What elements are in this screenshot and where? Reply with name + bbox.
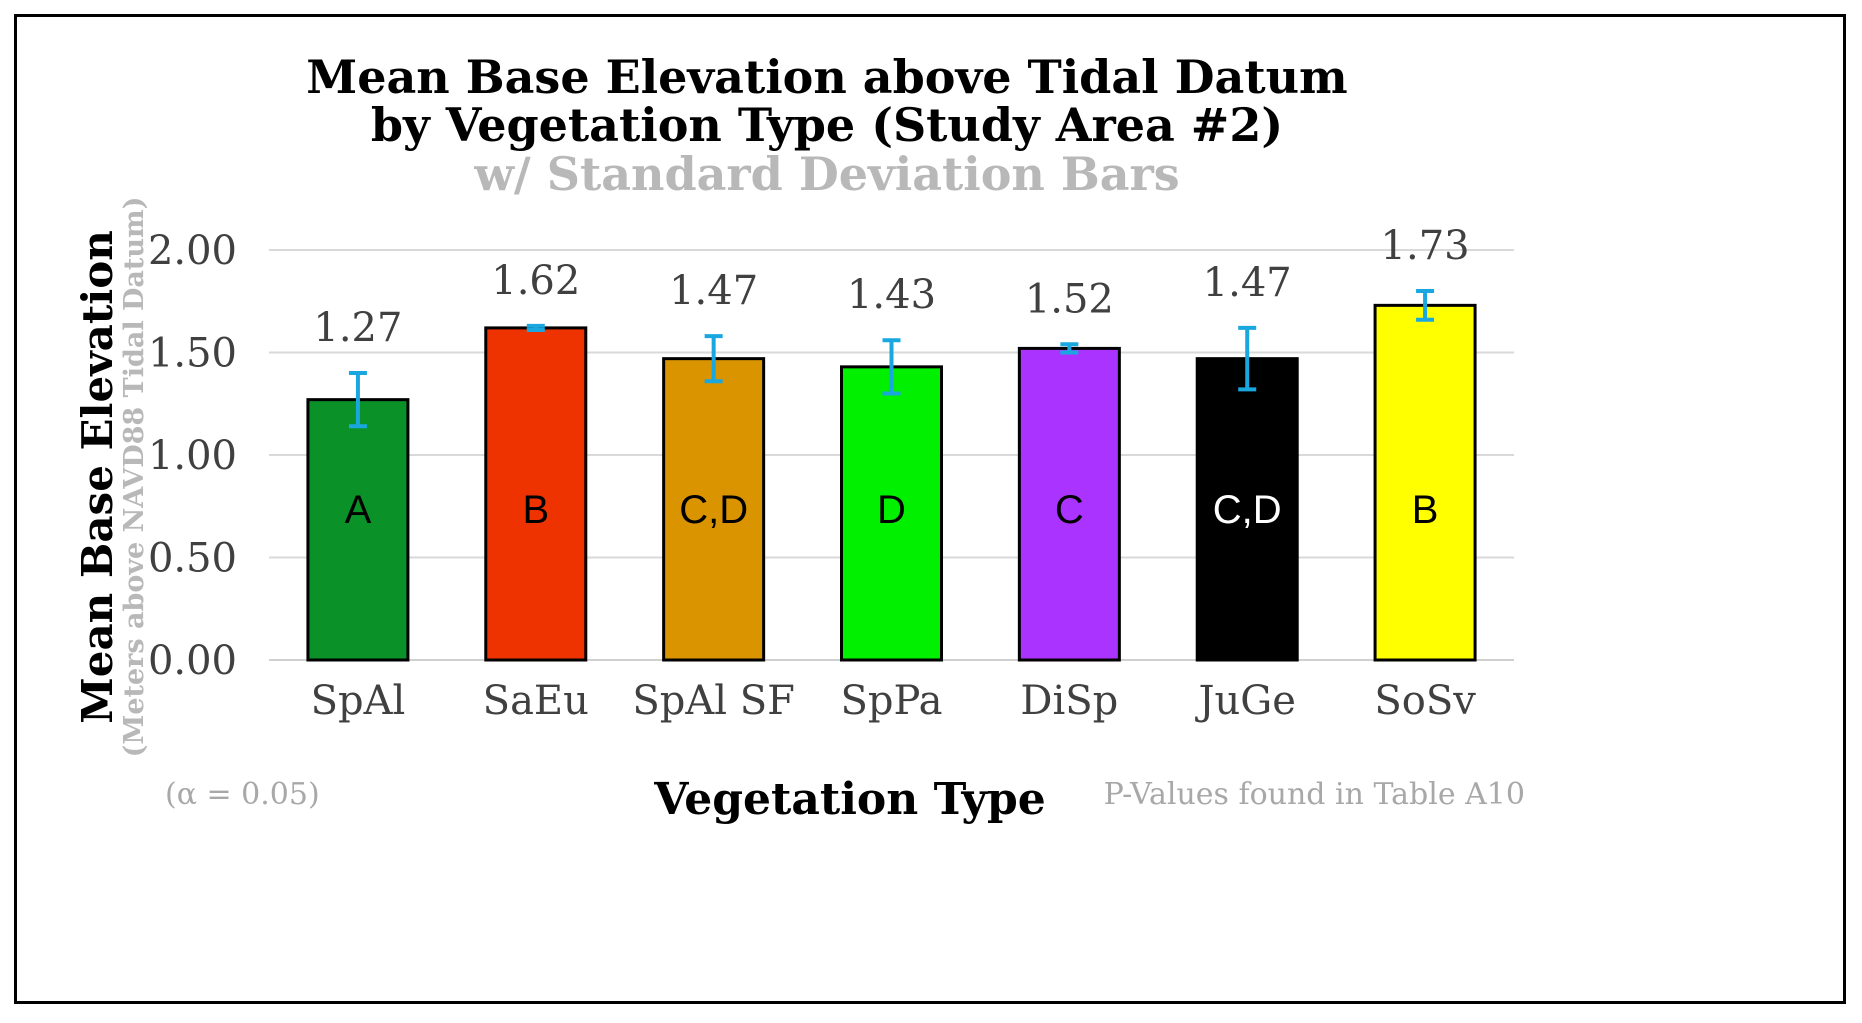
data-label: 1.27 bbox=[313, 305, 402, 351]
x-tick-label: DiSp bbox=[1020, 678, 1118, 724]
y-tick-label: 2.00 bbox=[148, 228, 237, 274]
x-tick-label: SpPa bbox=[841, 678, 943, 724]
bar bbox=[1017, 346, 1121, 662]
x-axis-categories: SpAl SaEu SpAl SF SpPa DiSp JuGe SoSv bbox=[311, 678, 1477, 724]
bar bbox=[306, 398, 410, 662]
group-label: D bbox=[877, 488, 906, 532]
data-label: 1.52 bbox=[1025, 276, 1114, 322]
x-tick-label: SoSv bbox=[1374, 678, 1476, 724]
data-label: 1.47 bbox=[1203, 260, 1292, 306]
y-axis-sublabel: (Meters above NAVD88 Tidal Datum) bbox=[119, 197, 150, 758]
y-axis-label: Mean Base Elevation bbox=[73, 230, 122, 724]
chart-title-line-1: Mean Base Elevation above Tidal Datum bbox=[306, 50, 1347, 104]
bar bbox=[662, 357, 766, 662]
group-label: A bbox=[345, 488, 372, 532]
bar bbox=[840, 365, 943, 662]
x-tick-label: SaEu bbox=[483, 678, 589, 724]
x-tick-label: SpAl bbox=[311, 678, 406, 724]
y-tick-label: 1.50 bbox=[148, 331, 237, 377]
group-label: B bbox=[1412, 488, 1439, 532]
alpha-note: (α = 0.05) bbox=[165, 777, 320, 812]
x-tick-label: SpAl SF bbox=[632, 678, 795, 724]
y-tick-label: 0.50 bbox=[148, 536, 237, 582]
bar bbox=[1195, 357, 1299, 662]
y-tick-label: 1.00 bbox=[148, 433, 237, 479]
bar bbox=[484, 326, 588, 662]
chart-title-line-2: by Vegetation Type (Study Area #2) bbox=[371, 98, 1283, 152]
chart-frame: Mean Base Elevation above Tidal Datum by… bbox=[14, 14, 1846, 1004]
group-label: B bbox=[522, 488, 549, 532]
chart: Mean Base Elevation above Tidal Datum by… bbox=[73, 50, 1525, 825]
x-tick-label: JuGe bbox=[1195, 678, 1296, 724]
chart-subtitle: w/ Standard Deviation Bars bbox=[473, 147, 1179, 201]
y-tick-label: 0.00 bbox=[148, 638, 237, 684]
pvalue-note: P-Values found in Table A10 bbox=[1104, 777, 1525, 812]
data-label: 1.62 bbox=[491, 258, 580, 304]
y-axis-ticks: 0.00 0.50 1.00 1.50 2.00 bbox=[148, 228, 237, 684]
group-label: C bbox=[1055, 488, 1084, 532]
x-axis-label: Vegetation Type bbox=[653, 774, 1046, 825]
bar bbox=[1373, 303, 1477, 662]
data-label: 1.73 bbox=[1381, 223, 1470, 269]
group-label: C,D bbox=[1213, 488, 1282, 532]
data-label: 1.43 bbox=[847, 272, 936, 318]
data-label: 1.47 bbox=[669, 268, 758, 314]
group-label: C,D bbox=[679, 488, 748, 532]
bars: 1.27 A 1.62 B 1.47 C,D 1.43 D 1.52 C 1.47 C,D 1.73 B bbox=[306, 223, 1477, 662]
